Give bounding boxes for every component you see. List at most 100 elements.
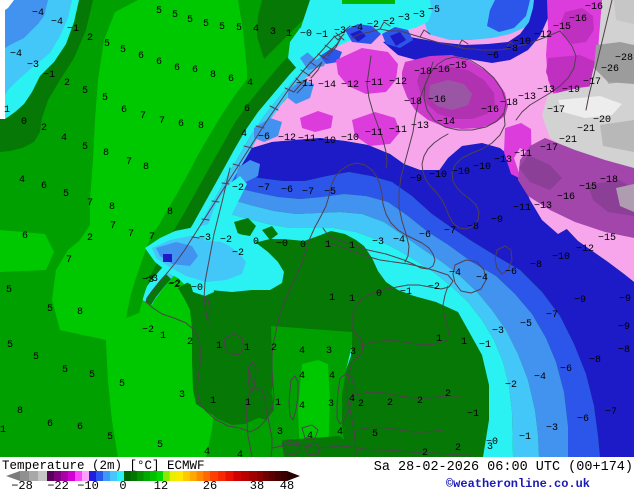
svg-text:−2: −2	[383, 17, 395, 28]
svg-text:−13: −13	[494, 155, 512, 166]
svg-text:4: 4	[299, 346, 305, 357]
svg-text:−17: −17	[547, 105, 565, 116]
svg-text:4: 4	[299, 401, 305, 412]
svg-text:−10: −10	[77, 479, 99, 490]
svg-text:8: 8	[143, 162, 149, 173]
svg-text:5: 5	[7, 340, 13, 351]
svg-text:2: 2	[87, 233, 93, 244]
svg-text:4: 4	[61, 133, 67, 144]
svg-text:−11: −11	[365, 128, 383, 139]
svg-text:−3: −3	[413, 10, 425, 21]
svg-text:2: 2	[187, 337, 193, 348]
svg-text:−7: −7	[605, 407, 617, 418]
svg-text:7: 7	[128, 229, 134, 240]
svg-text:−3: −3	[142, 275, 154, 286]
svg-text:−13: −13	[518, 92, 536, 103]
svg-text:5: 5	[47, 304, 53, 315]
svg-text:−3: −3	[398, 13, 410, 24]
svg-text:−4: −4	[393, 235, 405, 246]
svg-text:−3: −3	[199, 233, 211, 244]
svg-text:−15: −15	[449, 61, 467, 72]
svg-text:3: 3	[326, 346, 332, 357]
svg-text:2: 2	[417, 396, 423, 407]
svg-text:−7: −7	[302, 187, 314, 198]
svg-text:1: 1	[245, 398, 251, 409]
svg-text:26: 26	[203, 479, 217, 490]
svg-text:−9: −9	[618, 322, 630, 333]
svg-text:−1: −1	[519, 432, 531, 443]
svg-text:3: 3	[328, 399, 334, 410]
svg-text:−16: −16	[569, 14, 587, 25]
svg-text:−4: −4	[10, 49, 22, 60]
svg-text:3: 3	[179, 390, 185, 401]
svg-text:−15: −15	[553, 22, 571, 33]
svg-text:7: 7	[159, 116, 165, 127]
svg-text:6: 6	[47, 419, 53, 430]
svg-text:−13: −13	[534, 201, 552, 212]
svg-text:2: 2	[358, 399, 364, 410]
svg-text:−7: −7	[444, 226, 456, 237]
svg-text:8: 8	[167, 207, 173, 218]
svg-text:5: 5	[156, 6, 162, 17]
svg-text:2: 2	[445, 389, 451, 400]
svg-text:−12: −12	[576, 244, 594, 255]
svg-text:1: 1	[0, 425, 6, 436]
svg-text:−13: −13	[537, 85, 555, 96]
svg-text:−2: −2	[428, 282, 440, 293]
svg-text:5: 5	[102, 93, 108, 104]
svg-text:5: 5	[6, 285, 12, 296]
svg-text:8: 8	[109, 202, 115, 213]
svg-text:1: 1	[244, 343, 250, 354]
svg-text:3: 3	[350, 347, 356, 358]
svg-text:6: 6	[22, 231, 28, 242]
svg-text:−16: −16	[428, 95, 446, 106]
svg-text:−2: −2	[232, 183, 244, 194]
svg-text:−4: −4	[351, 23, 363, 34]
svg-text:−1: −1	[400, 287, 412, 298]
svg-text:−2: −2	[142, 325, 154, 336]
svg-text:1: 1	[329, 293, 335, 304]
svg-text:6: 6	[41, 181, 47, 192]
svg-text:2: 2	[422, 448, 428, 459]
svg-text:−11: −11	[514, 149, 532, 160]
svg-text:−6: −6	[560, 364, 572, 375]
svg-text:4: 4	[337, 427, 343, 438]
svg-text:−4: −4	[534, 372, 546, 383]
svg-text:−1: −1	[479, 340, 491, 351]
svg-text:1: 1	[286, 29, 292, 40]
svg-text:−10: −10	[473, 162, 491, 173]
svg-text:6: 6	[192, 65, 198, 76]
svg-text:−15: −15	[598, 233, 616, 244]
svg-text:5: 5	[219, 22, 225, 33]
svg-text:−17: −17	[540, 143, 558, 154]
svg-text:5: 5	[172, 10, 178, 21]
svg-text:4: 4	[204, 447, 210, 458]
svg-text:−10: −10	[552, 252, 570, 263]
svg-text:8: 8	[210, 70, 216, 81]
svg-text:−6: −6	[258, 132, 270, 143]
svg-text:Sa 28-02-2026 06:00 UTC (00+17: Sa 28-02-2026 06:00 UTC (00+174)	[374, 460, 633, 475]
svg-text:1: 1	[349, 241, 355, 252]
svg-text:5: 5	[119, 379, 125, 390]
svg-text:−14: −14	[318, 80, 336, 91]
svg-text:−8: −8	[589, 355, 601, 366]
svg-text:−18: −18	[414, 67, 432, 78]
svg-text:0: 0	[300, 240, 306, 251]
svg-text:−28: −28	[615, 53, 633, 64]
svg-text:−6: −6	[419, 230, 431, 241]
svg-text:−2: −2	[232, 248, 244, 259]
svg-text:−3: −3	[546, 423, 558, 434]
svg-text:6: 6	[178, 119, 184, 130]
svg-text:38: 38	[250, 479, 264, 490]
svg-text:−16: −16	[481, 105, 499, 116]
svg-text:4: 4	[19, 175, 25, 186]
svg-text:−1: −1	[467, 409, 479, 420]
svg-text:4: 4	[247, 78, 253, 89]
svg-text:−2: −2	[169, 279, 181, 290]
svg-text:12: 12	[154, 479, 168, 490]
svg-text:−21: −21	[559, 135, 577, 146]
svg-text:−1: −1	[316, 30, 328, 41]
svg-text:1: 1	[461, 337, 467, 348]
svg-text:−9: −9	[619, 294, 631, 305]
svg-text:−0: −0	[486, 437, 498, 448]
